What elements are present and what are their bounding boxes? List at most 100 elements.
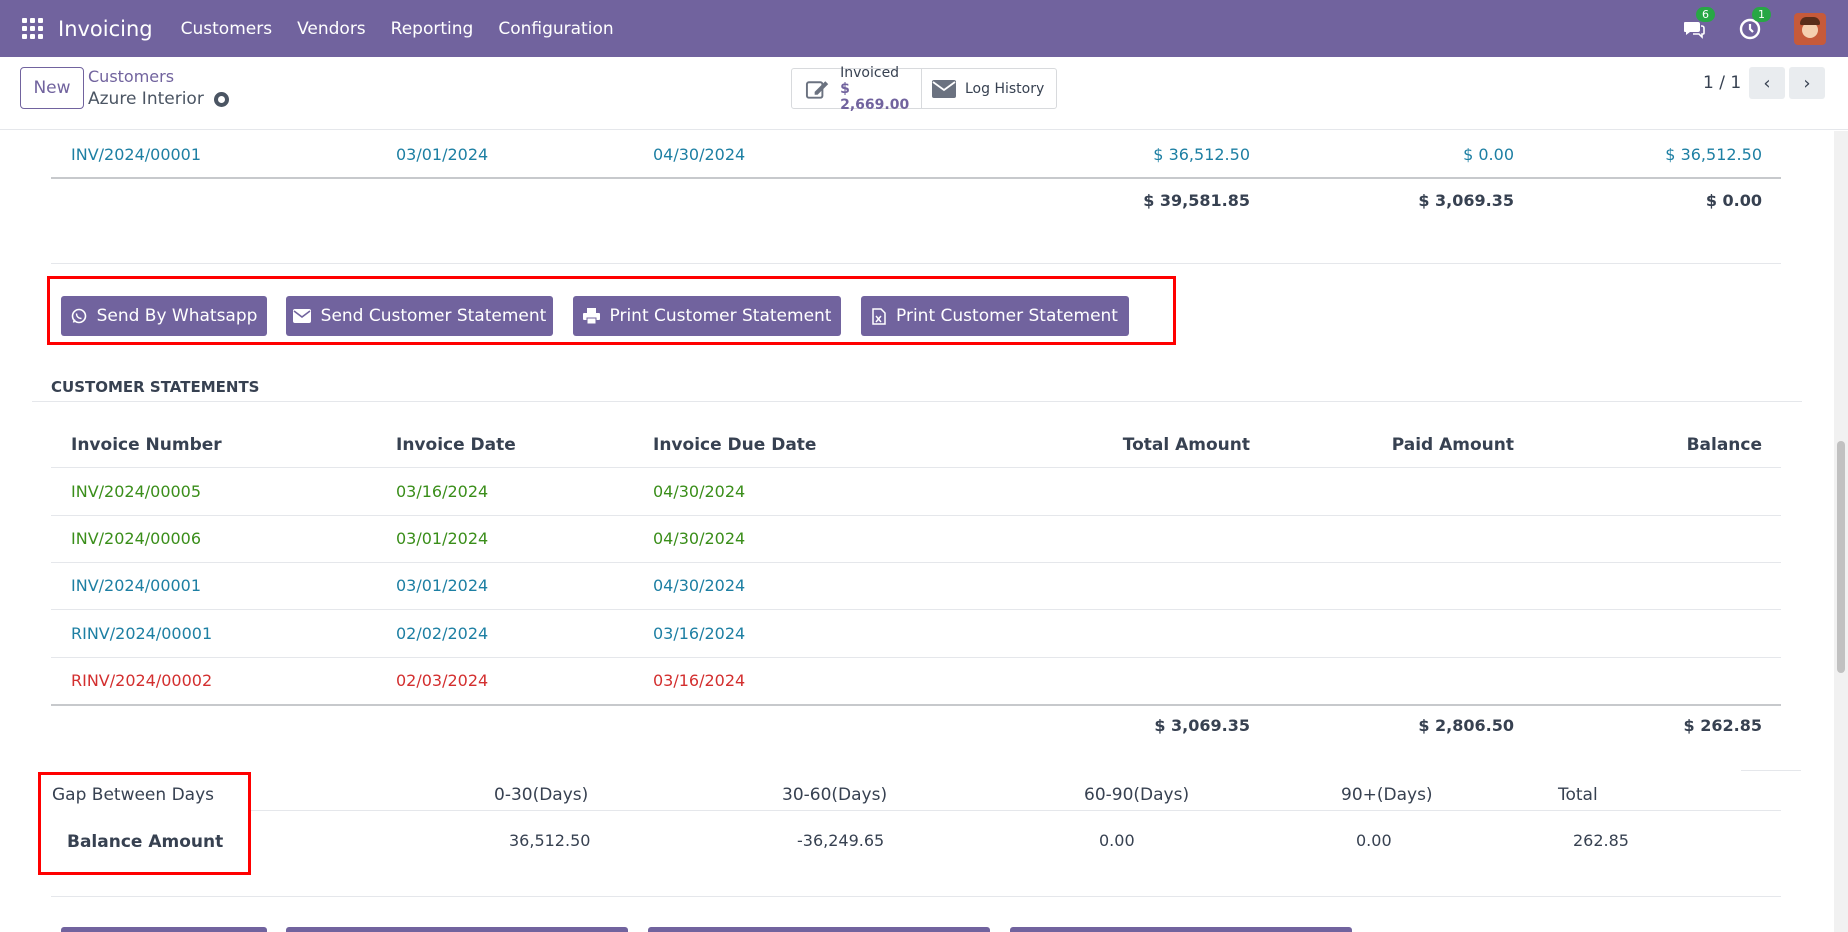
aging-value-60-90: 0.00 (1099, 831, 1135, 850)
aging-header-90-plus: 90+(Days) (1341, 785, 1433, 805)
vertical-scrollbar[interactable] (1834, 131, 1848, 932)
pager-next-button[interactable]: › (1789, 67, 1825, 99)
row-divider (51, 562, 1781, 563)
send-statement-label: Send Customer Statement (320, 306, 547, 326)
invoiced-label: Invoiced (840, 64, 900, 81)
row-invoice-due-date: 04/30/2024 (653, 482, 746, 501)
apps-menu-icon[interactable] (22, 18, 44, 40)
send-whatsapp-button-lower[interactable] (61, 927, 267, 932)
send-whatsapp-label: Send By Whatsapp (96, 306, 258, 326)
menu-reporting[interactable]: Reporting (390, 18, 474, 39)
pager-value[interactable]: 1 / 1 (1703, 73, 1742, 93)
whatsapp-icon (71, 308, 86, 324)
edit-icon (805, 80, 829, 99)
app-title[interactable]: Invoicing (58, 16, 153, 41)
menu-customers[interactable]: Customers (180, 18, 273, 39)
row-invoice-date: 02/03/2024 (396, 671, 489, 690)
prev-row-balance: $ 36,512.50 (1665, 145, 1762, 164)
divider (51, 467, 1781, 468)
header-total-amount[interactable]: Total Amount (1122, 435, 1250, 455)
activities-button[interactable]: 1 (1738, 6, 1771, 41)
form-content: INV/2024/00001 03/01/2024 04/30/2024 $ 3… (0, 131, 1834, 932)
send-whatsapp-button[interactable]: Send By Whatsapp (61, 296, 267, 336)
header-due-date[interactable]: Invoice Due Date (653, 435, 817, 455)
menu-configuration[interactable]: Configuration (498, 18, 614, 39)
aging-label-header: Gap Between Days (52, 785, 214, 805)
send-customer-statement-button[interactable]: Send Customer Statement (286, 296, 553, 336)
prev-row-paid: $ 0.00 (1463, 145, 1514, 164)
messages-badge: 6 (1696, 6, 1715, 22)
send-statement-button-lower[interactable] (286, 927, 628, 932)
aging-value-0-30: 36,512.50 (509, 831, 591, 850)
new-button[interactable]: New (20, 67, 84, 109)
aging-header-0-30: 0-30(Days) (494, 785, 589, 805)
header-invoice-date[interactable]: Invoice Date (396, 435, 516, 455)
divider (32, 401, 1802, 402)
print-statement-pdf-button[interactable]: Print Customer Statement (573, 296, 841, 336)
row-invoice-number[interactable]: INV/2024/00006 (71, 529, 202, 548)
print-icon (582, 308, 600, 324)
aging-header-total: Total (1558, 785, 1598, 805)
row-invoice-date: 02/02/2024 (396, 624, 489, 643)
row-invoice-due-date: 03/16/2024 (653, 624, 746, 643)
highlight-box (47, 276, 1176, 345)
chevron-right-icon: › (1803, 72, 1811, 94)
print-statement-xls-label: Print Customer Statement (896, 306, 1118, 326)
envelope-icon (932, 79, 956, 98)
prev-total-paid: $ 3,069.35 (1418, 191, 1514, 210)
breadcrumb-parent[interactable]: Customers (88, 67, 175, 86)
print-statement-button-lower[interactable] (648, 927, 990, 932)
scrollbar-thumb[interactable] (1837, 441, 1845, 673)
log-history-label: Log History (965, 80, 1045, 97)
prev-total-amount: $ 39,581.85 (1143, 191, 1250, 210)
messages-button[interactable]: 6 (1682, 6, 1715, 41)
header-paid-amount[interactable]: Paid Amount (1391, 435, 1514, 455)
chat-icon (1684, 21, 1705, 39)
row-invoice-date: 03/01/2024 (396, 576, 489, 595)
row-invoice-number[interactable]: INV/2024/00005 (71, 482, 202, 501)
control-panel: New Customers Azure Interior Invoiced $ … (0, 57, 1848, 130)
user-avatar[interactable] (1794, 12, 1826, 45)
clock-icon (1739, 18, 1761, 39)
row-invoice-due-date: 04/30/2024 (653, 576, 746, 595)
row-divider (51, 657, 1781, 658)
header-balance[interactable]: Balance (1686, 435, 1762, 455)
top-navbar: Invoicing Customers Vendors Reporting Co… (0, 0, 1848, 57)
row-invoice-date: 03/16/2024 (396, 482, 489, 501)
print-statement-xls-button[interactable]: Print Customer Statement (861, 296, 1129, 336)
row-invoice-number[interactable]: RINV/2024/00002 (71, 671, 213, 690)
prev-row-number[interactable]: INV/2024/00001 (71, 145, 202, 164)
paid-amount-sum: $ 2,806.50 (1418, 716, 1514, 735)
prev-row-total: $ 36,512.50 (1153, 145, 1250, 164)
row-invoice-due-date: 04/30/2024 (653, 529, 746, 548)
invoiced-smart-button[interactable]: Invoiced $ 2,669.00 (791, 64, 922, 113)
menu-vendors[interactable]: Vendors (297, 18, 366, 39)
divider (1741, 770, 1801, 771)
row-invoice-number[interactable]: INV/2024/00001 (71, 576, 202, 595)
prev-row-date: 03/01/2024 (396, 145, 489, 164)
header-invoice-number[interactable]: Invoice Number (71, 435, 222, 455)
gear-icon[interactable] (213, 91, 229, 107)
envelope-icon (292, 309, 311, 323)
divider (51, 896, 1781, 897)
row-invoice-number[interactable]: RINV/2024/00001 (71, 624, 213, 643)
section-title: CUSTOMER STATEMENTS (51, 378, 260, 396)
aging-value-total: 262.85 (1573, 831, 1629, 850)
print-statement-pdf-label: Print Customer Statement (609, 306, 832, 326)
pager-previous-button[interactable]: ‹ (1749, 67, 1785, 99)
aging-value-30-60: -36,249.65 (797, 831, 885, 850)
row-invoice-date: 03/01/2024 (396, 529, 489, 548)
divider (51, 704, 1781, 706)
divider (251, 810, 1781, 811)
row-invoice-due-date: 03/16/2024 (653, 671, 746, 690)
log-history-button[interactable]: Log History (921, 68, 1057, 109)
print-xls-button-lower[interactable] (1010, 927, 1352, 932)
record-name: Azure Interior (88, 89, 204, 109)
aging-value-90-plus: 0.00 (1356, 831, 1392, 850)
row-divider (51, 609, 1781, 610)
aging-row-label: Balance Amount (67, 832, 224, 852)
row-divider (51, 515, 1781, 516)
chevron-left-icon: ‹ (1763, 72, 1771, 94)
prev-total-balance: $ 0.00 (1705, 191, 1762, 210)
prev-row-due: 04/30/2024 (653, 145, 746, 164)
